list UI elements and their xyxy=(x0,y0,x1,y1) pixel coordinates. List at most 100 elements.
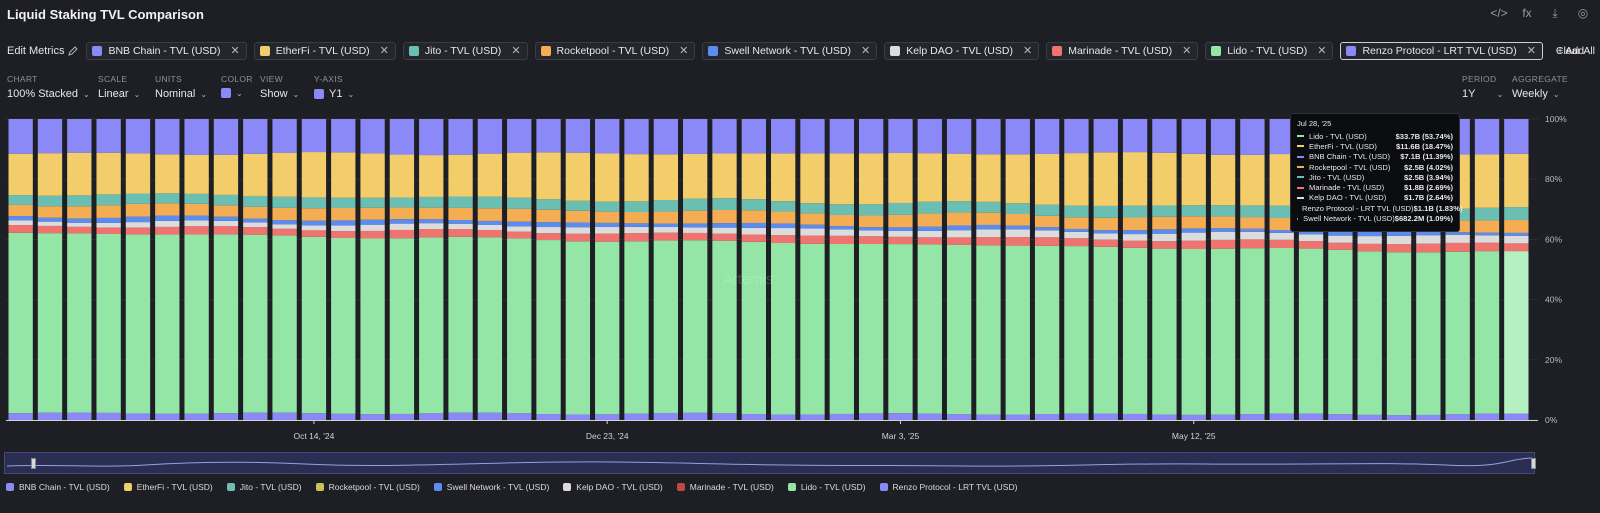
bar-segment[interactable] xyxy=(1093,239,1118,247)
bar-segment[interactable] xyxy=(888,230,913,237)
bar-segment[interactable] xyxy=(624,223,649,227)
bar-segment[interactable] xyxy=(1122,247,1148,414)
bar-segment[interactable] xyxy=(1210,205,1236,217)
bar-segment[interactable] xyxy=(67,152,92,196)
bar-segment[interactable] xyxy=(595,119,620,154)
remove-metric-icon[interactable]: ✕ xyxy=(1022,45,1033,57)
bar-segment[interactable] xyxy=(771,201,796,212)
bar-segment[interactable] xyxy=(565,152,591,201)
bar-segment[interactable] xyxy=(536,233,561,241)
bar-segment[interactable] xyxy=(683,232,708,241)
bar-segment[interactable] xyxy=(653,119,679,155)
bar-segment[interactable] xyxy=(1504,243,1529,252)
bar-segment[interactable] xyxy=(683,198,708,211)
bar-segment[interactable] xyxy=(595,211,620,223)
bar-segment[interactable] xyxy=(771,153,796,202)
bar-segment[interactable] xyxy=(1269,154,1294,206)
bar-segment[interactable] xyxy=(829,119,854,154)
bar-segment[interactable] xyxy=(1152,414,1177,420)
bar-segment[interactable] xyxy=(888,119,913,154)
bar-segment[interactable] xyxy=(771,119,796,154)
bar-segment[interactable] xyxy=(1357,243,1382,252)
bar-segment[interactable] xyxy=(1181,205,1206,217)
bar-segment[interactable] xyxy=(888,202,913,215)
units-control[interactable]: UNITS Nominal ⌄ xyxy=(155,74,207,100)
bar-segment[interactable] xyxy=(1445,251,1470,415)
bar-segment[interactable] xyxy=(1445,232,1470,235)
bar-segment[interactable] xyxy=(1504,220,1529,233)
bar-segment[interactable] xyxy=(888,153,913,203)
bar-segment[interactable] xyxy=(243,218,268,223)
bar-segment[interactable] xyxy=(243,227,268,235)
bar-segment[interactable] xyxy=(565,210,591,223)
bar-segment[interactable] xyxy=(507,197,532,209)
metric-chip[interactable]: Swell Network - TVL (USD) ✕ xyxy=(702,41,878,60)
bar-segment[interactable] xyxy=(917,153,942,202)
bar-segment[interactable] xyxy=(1240,414,1265,420)
bar-segment[interactable] xyxy=(888,236,913,245)
bar-segment[interactable] xyxy=(477,208,503,221)
bar-segment[interactable] xyxy=(741,241,766,415)
remove-metric-icon[interactable]: ✕ xyxy=(679,45,689,57)
bar-segment[interactable] xyxy=(272,196,297,208)
bar-segment[interactable] xyxy=(1269,217,1294,231)
legend-item[interactable]: Lido - TVL (USD) xyxy=(787,482,866,492)
bar-segment[interactable] xyxy=(155,226,180,235)
bar-segment[interactable] xyxy=(125,193,151,204)
bar-segment[interactable] xyxy=(771,228,796,236)
bar-segment[interactable] xyxy=(507,413,532,420)
bar-segment[interactable] xyxy=(1064,119,1089,154)
bar-segment[interactable] xyxy=(389,413,415,420)
bar-segment[interactable] xyxy=(1093,246,1118,414)
bar-segment[interactable] xyxy=(67,222,92,227)
bar-segment[interactable] xyxy=(184,220,209,227)
bar-segment[interactable] xyxy=(536,209,561,223)
bar-segment[interactable] xyxy=(1122,234,1148,241)
color-control[interactable]: COLOR ⌄ xyxy=(221,74,253,98)
bar-segment[interactable] xyxy=(917,213,942,227)
bar-segment[interactable] xyxy=(389,119,415,155)
bar-segment[interactable] xyxy=(155,193,180,204)
bar-segment[interactable] xyxy=(67,412,92,420)
bar-segment[interactable] xyxy=(1152,205,1177,217)
navigator-left-handle[interactable] xyxy=(31,458,36,469)
bar-segment[interactable] xyxy=(624,233,649,242)
aggregate-control[interactable]: AGGREGATE Weekly ⌄ xyxy=(1512,74,1568,100)
bar-segment[interactable] xyxy=(888,214,913,228)
bar-segment[interactable] xyxy=(331,119,356,153)
bar-segment[interactable] xyxy=(917,201,942,214)
bar-segment[interactable] xyxy=(1093,205,1118,218)
bar-segment[interactable] xyxy=(624,226,649,234)
bar-segment[interactable] xyxy=(1386,252,1412,416)
bar-segment[interactable] xyxy=(1210,248,1236,415)
bar-segment[interactable] xyxy=(1269,239,1294,248)
bar-segment[interactable] xyxy=(272,228,297,236)
bar-segment[interactable] xyxy=(1416,252,1441,415)
bar-segment[interactable] xyxy=(653,412,679,420)
bar-segment[interactable] xyxy=(1181,119,1206,154)
camera-icon[interactable]: ◎ xyxy=(1577,6,1589,20)
bar-segment[interactable] xyxy=(155,154,180,194)
bar-segment[interactable] xyxy=(1328,235,1353,243)
bar-segment[interactable] xyxy=(976,245,1001,415)
bar-segment[interactable] xyxy=(1093,217,1118,231)
bar-segment[interactable] xyxy=(8,119,33,154)
bar-segment[interactable] xyxy=(360,230,385,239)
bar-segment[interactable] xyxy=(1474,242,1500,252)
bar-segment[interactable] xyxy=(1064,217,1089,229)
bar-segment[interactable] xyxy=(1005,214,1030,226)
bar-segment[interactable] xyxy=(1093,119,1118,153)
bar-segment[interactable] xyxy=(213,154,239,195)
bar-segment[interactable] xyxy=(946,225,972,231)
bar-segment[interactable] xyxy=(1064,246,1089,414)
bar-segment[interactable] xyxy=(1034,119,1060,154)
bar-segment[interactable] xyxy=(683,223,708,228)
period-control[interactable]: PERIOD 1Y ⌄ xyxy=(1462,74,1503,100)
bar-segment[interactable] xyxy=(595,227,620,234)
bar-segment[interactable] xyxy=(301,119,327,153)
bar-segment[interactable] xyxy=(96,152,121,195)
bar-segment[interactable] xyxy=(1210,119,1236,155)
bar-segment[interactable] xyxy=(1240,239,1265,249)
metric-chip[interactable]: Kelp DAO - TVL (USD) ✕ xyxy=(884,41,1040,60)
bar-segment[interactable] xyxy=(1240,154,1265,206)
